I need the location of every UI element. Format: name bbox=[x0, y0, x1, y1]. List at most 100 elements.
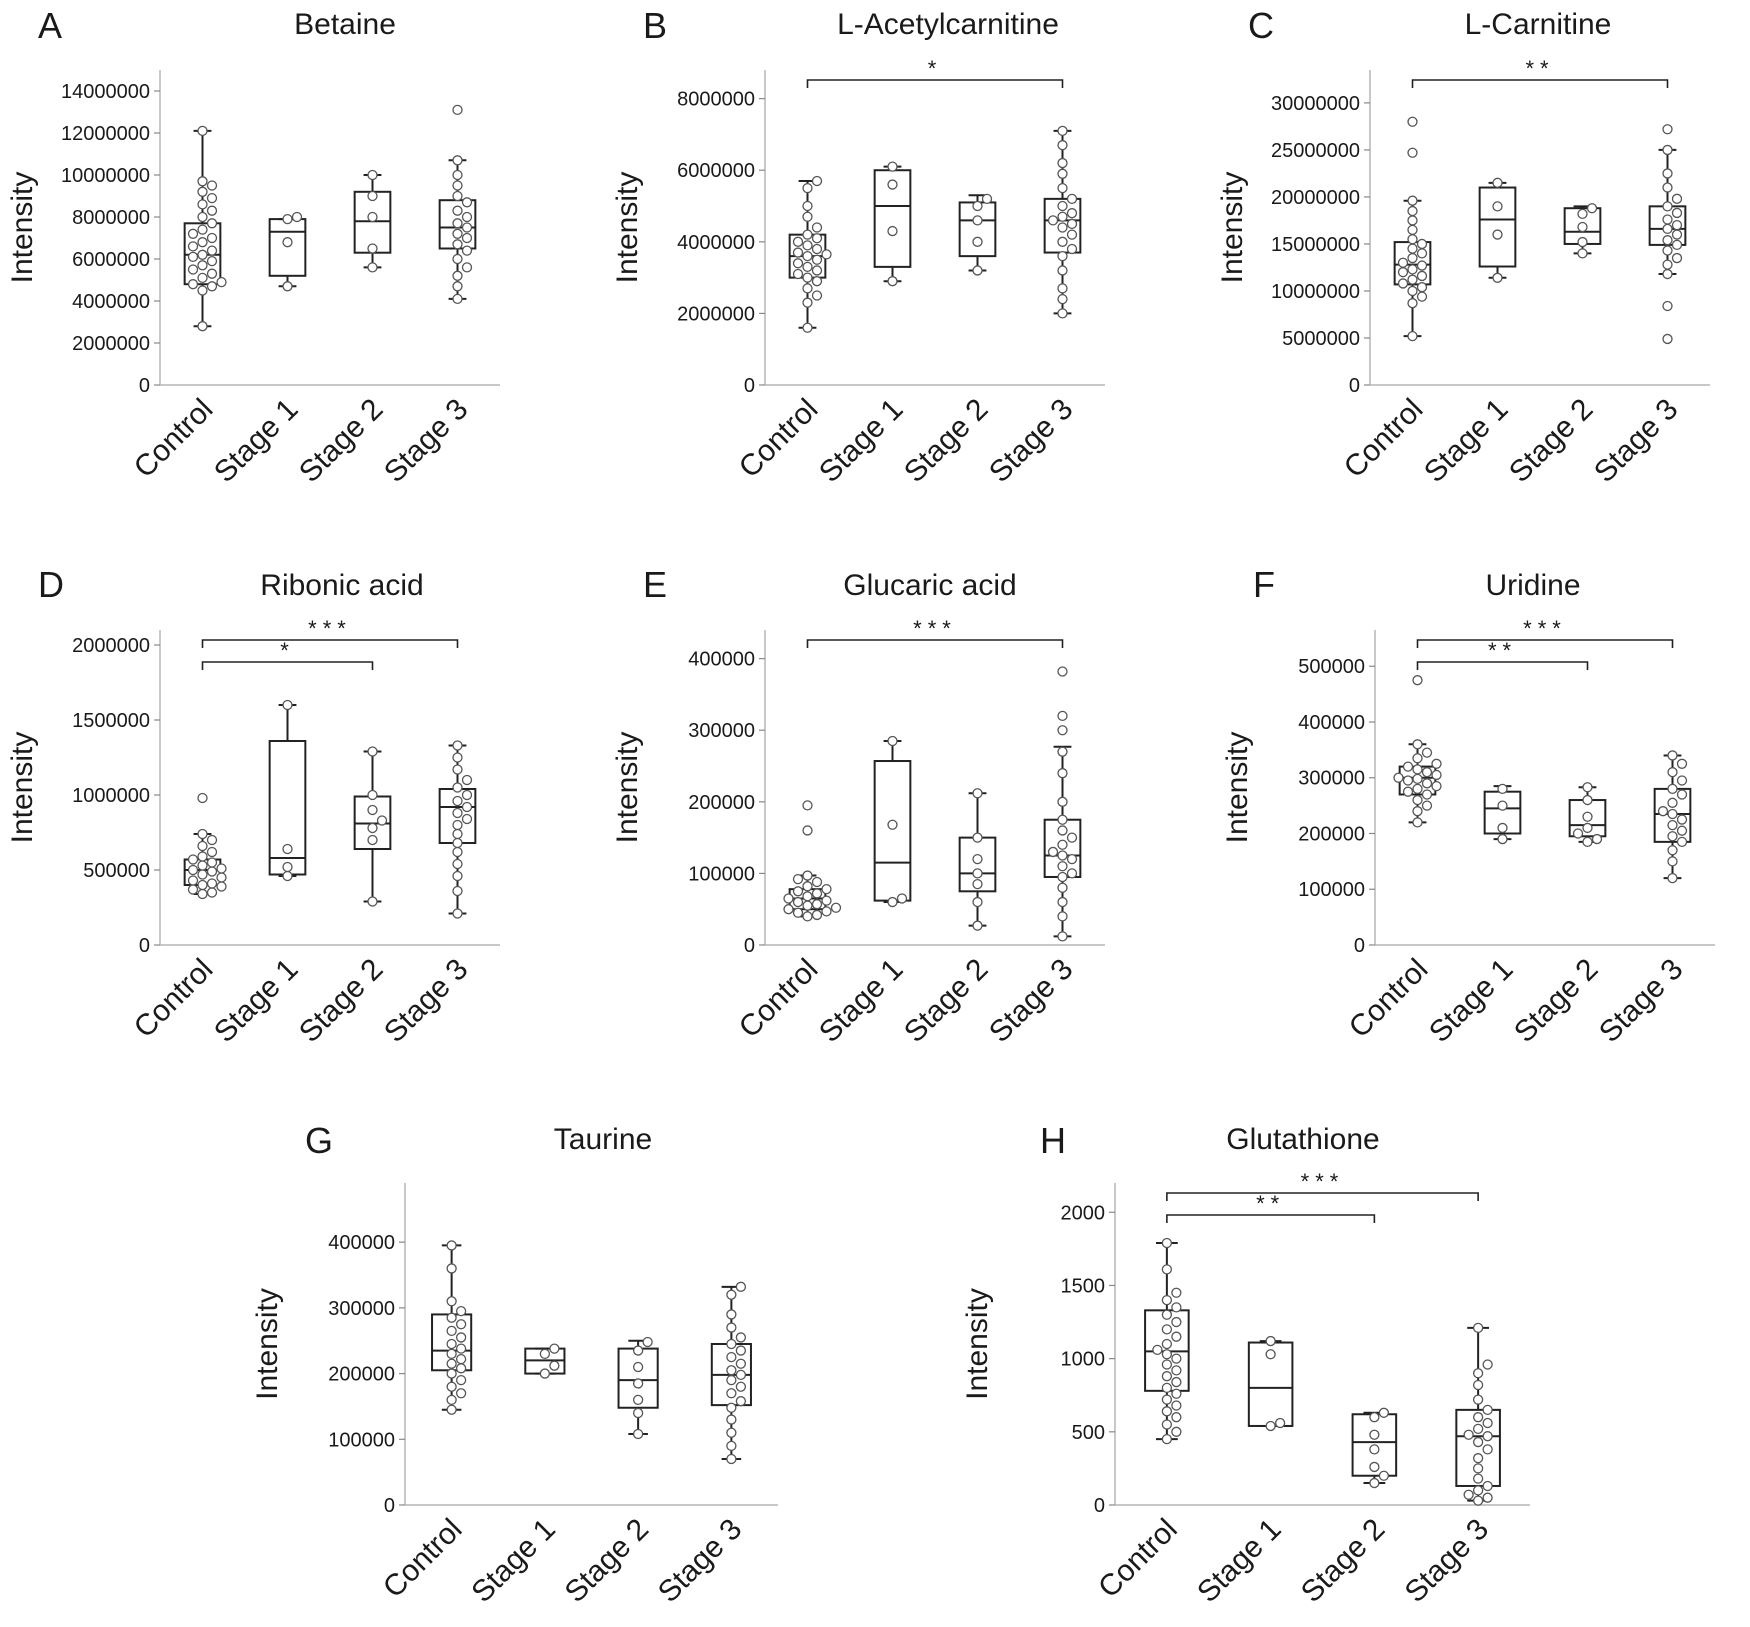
data-point bbox=[206, 245, 218, 256]
y-tick-label: 30000000 bbox=[1271, 93, 1360, 115]
data-point bbox=[1662, 259, 1673, 270]
y-tick-label: 1000 bbox=[1061, 1349, 1106, 1371]
data-point bbox=[187, 875, 199, 886]
data-point bbox=[896, 893, 908, 904]
data-point bbox=[206, 846, 218, 858]
data-point bbox=[1057, 814, 1068, 825]
data-point bbox=[1161, 1371, 1173, 1382]
box-stage-3 bbox=[710, 1281, 752, 1465]
data-point bbox=[1407, 116, 1418, 127]
data-point bbox=[461, 197, 473, 208]
significance-bracket bbox=[1416, 661, 1589, 670]
data-point bbox=[792, 873, 804, 885]
data-point bbox=[1057, 236, 1068, 247]
data-point bbox=[1066, 193, 1078, 205]
data-point bbox=[452, 281, 463, 292]
data-point bbox=[1472, 1423, 1484, 1435]
data-point bbox=[197, 272, 208, 284]
y-axis-label: Intensity bbox=[611, 732, 644, 844]
data-point bbox=[1161, 1394, 1173, 1405]
data-point bbox=[282, 699, 293, 711]
data-point bbox=[1492, 272, 1503, 283]
data-point bbox=[1407, 252, 1418, 264]
data-point bbox=[1066, 243, 1078, 255]
data-point bbox=[887, 225, 898, 237]
significance-bracket bbox=[201, 661, 374, 670]
data-point bbox=[1582, 811, 1593, 822]
data-point bbox=[1407, 243, 1418, 254]
data-point bbox=[1066, 218, 1078, 230]
data-point bbox=[452, 795, 463, 807]
data-point bbox=[972, 236, 983, 247]
data-point bbox=[446, 1348, 457, 1360]
data-point bbox=[632, 1361, 644, 1373]
data-point bbox=[972, 896, 983, 908]
data-point bbox=[1577, 236, 1588, 248]
data-point bbox=[452, 870, 463, 882]
data-point bbox=[792, 247, 804, 258]
panel-g: G Taurine bbox=[305, 1120, 652, 1161]
data-point bbox=[1161, 1349, 1173, 1360]
data-point bbox=[1482, 1417, 1493, 1429]
significance-stars: ** bbox=[1488, 638, 1517, 663]
data-point bbox=[1397, 278, 1409, 289]
data-point bbox=[197, 237, 208, 248]
y-axis-label: Intensity bbox=[6, 172, 39, 284]
data-point bbox=[802, 800, 813, 811]
data-point bbox=[887, 735, 898, 747]
data-point bbox=[452, 169, 463, 181]
data-point bbox=[1497, 783, 1508, 795]
data-point bbox=[446, 1240, 457, 1251]
y-tick-label: 10000000 bbox=[61, 165, 150, 187]
data-point bbox=[282, 213, 293, 225]
box-stage-2 bbox=[353, 169, 392, 273]
data-point bbox=[455, 1363, 467, 1374]
data-point bbox=[1667, 767, 1678, 778]
data-point bbox=[1057, 796, 1068, 807]
data-point bbox=[461, 222, 473, 233]
data-point bbox=[452, 270, 463, 281]
data-point bbox=[1676, 789, 1688, 800]
data-point bbox=[1577, 248, 1588, 259]
box-stage-1 bbox=[873, 735, 912, 908]
data-point bbox=[1047, 846, 1059, 858]
data-point bbox=[1482, 1431, 1493, 1442]
data-point bbox=[197, 199, 208, 210]
panel-a-letter: A bbox=[38, 5, 62, 46]
panel-f-title: Uridine bbox=[1485, 569, 1580, 602]
y-tick-label: 2000000 bbox=[72, 333, 150, 355]
data-point bbox=[1662, 182, 1673, 193]
data-point bbox=[1057, 182, 1068, 194]
y-tick-label: 2000000 bbox=[677, 303, 755, 325]
data-point bbox=[792, 886, 804, 897]
data-point bbox=[1431, 769, 1442, 781]
data-point bbox=[1057, 850, 1068, 861]
data-point bbox=[452, 885, 463, 897]
data-point bbox=[735, 1396, 747, 1407]
panel-f-letter: F bbox=[1253, 564, 1275, 605]
data-point bbox=[1492, 177, 1503, 188]
data-point bbox=[1407, 234, 1418, 245]
data-point bbox=[452, 180, 463, 191]
data-point bbox=[452, 253, 463, 265]
y-tick-label: 0 bbox=[744, 375, 755, 397]
significance-stars: *** bbox=[1301, 1169, 1345, 1194]
data-point bbox=[811, 243, 823, 255]
y-axis-label: Intensity bbox=[6, 732, 39, 844]
y-tick-label: 8000000 bbox=[72, 207, 150, 229]
data-point bbox=[1393, 772, 1404, 783]
data-point bbox=[1057, 931, 1068, 942]
y-tick-label: 20000000 bbox=[1271, 187, 1360, 209]
data-point bbox=[452, 190, 463, 202]
data-point bbox=[1057, 293, 1068, 305]
data-point bbox=[216, 863, 227, 874]
y-axis-label: Intensity bbox=[1221, 732, 1254, 844]
data-point bbox=[1472, 1463, 1484, 1474]
data-point bbox=[282, 861, 293, 873]
data-point bbox=[1369, 1444, 1380, 1455]
data-point bbox=[1057, 882, 1068, 893]
box-stage-3 bbox=[1043, 666, 1082, 942]
data-point bbox=[1671, 193, 1683, 204]
data-point bbox=[367, 896, 378, 907]
data-point bbox=[452, 218, 463, 229]
